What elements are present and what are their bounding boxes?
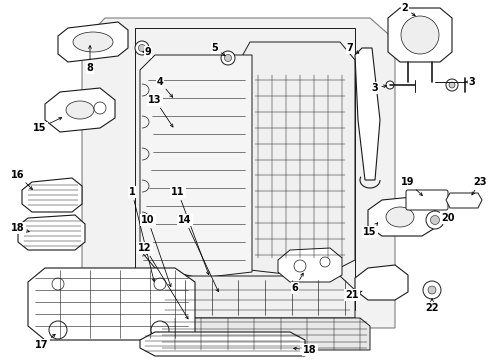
Circle shape xyxy=(221,51,235,65)
Circle shape xyxy=(385,81,393,89)
Polygon shape xyxy=(28,268,195,340)
Polygon shape xyxy=(22,178,82,212)
Text: 3: 3 xyxy=(371,83,386,93)
Polygon shape xyxy=(140,332,305,356)
Circle shape xyxy=(429,216,439,225)
Polygon shape xyxy=(354,48,379,180)
Circle shape xyxy=(94,102,106,114)
FancyBboxPatch shape xyxy=(405,190,447,210)
Circle shape xyxy=(425,211,443,229)
Polygon shape xyxy=(45,88,115,132)
Circle shape xyxy=(151,321,169,339)
Text: 21: 21 xyxy=(345,290,362,300)
Text: 22: 22 xyxy=(425,299,438,313)
Ellipse shape xyxy=(73,32,113,52)
Polygon shape xyxy=(367,196,434,236)
Text: 16: 16 xyxy=(11,170,32,189)
Circle shape xyxy=(422,281,440,299)
Polygon shape xyxy=(18,215,85,250)
Text: 2: 2 xyxy=(401,3,414,16)
Circle shape xyxy=(319,257,329,267)
Circle shape xyxy=(224,54,231,62)
Ellipse shape xyxy=(400,16,438,54)
Circle shape xyxy=(49,321,67,339)
Text: 8: 8 xyxy=(86,46,93,73)
Text: 9: 9 xyxy=(142,47,151,57)
Text: 18: 18 xyxy=(11,223,29,233)
Text: 10: 10 xyxy=(141,215,171,287)
Ellipse shape xyxy=(385,207,413,227)
Text: 5: 5 xyxy=(211,43,224,56)
Polygon shape xyxy=(140,55,251,278)
Polygon shape xyxy=(58,22,128,62)
Circle shape xyxy=(52,278,64,290)
Ellipse shape xyxy=(66,101,94,119)
Circle shape xyxy=(135,41,149,55)
Polygon shape xyxy=(82,18,394,328)
Text: 12: 12 xyxy=(138,243,188,319)
Polygon shape xyxy=(278,248,341,282)
Text: 19: 19 xyxy=(401,177,422,195)
Polygon shape xyxy=(354,265,407,300)
Text: 7: 7 xyxy=(346,43,358,53)
Circle shape xyxy=(427,286,435,294)
Polygon shape xyxy=(445,193,481,208)
Polygon shape xyxy=(158,318,369,350)
Text: 13: 13 xyxy=(148,95,173,127)
Text: 15: 15 xyxy=(33,117,61,133)
Circle shape xyxy=(138,45,145,51)
Text: 6: 6 xyxy=(291,273,303,293)
Text: 14: 14 xyxy=(178,215,218,292)
Text: 3: 3 xyxy=(464,77,474,87)
Circle shape xyxy=(154,278,165,290)
Text: 15: 15 xyxy=(363,223,377,237)
Text: 4: 4 xyxy=(156,77,172,97)
Polygon shape xyxy=(240,42,354,278)
Text: 11: 11 xyxy=(171,187,209,275)
Text: 20: 20 xyxy=(440,213,454,223)
Polygon shape xyxy=(387,8,451,62)
Text: 23: 23 xyxy=(471,177,486,195)
Circle shape xyxy=(448,82,454,88)
Text: 17: 17 xyxy=(35,334,55,350)
Circle shape xyxy=(445,79,457,91)
Text: 1: 1 xyxy=(128,187,155,282)
Polygon shape xyxy=(160,276,354,318)
Text: 18: 18 xyxy=(293,345,316,355)
Circle shape xyxy=(293,260,305,272)
